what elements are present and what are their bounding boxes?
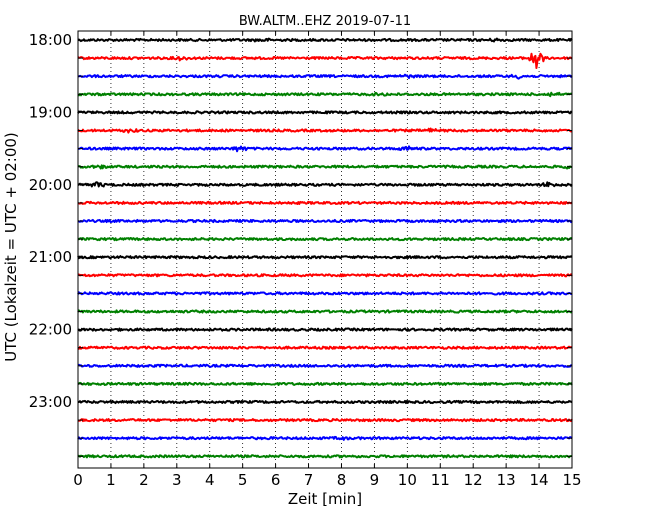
trace-2030 <box>77 218 573 224</box>
trace-2100 <box>77 255 573 260</box>
trace-1845 <box>77 91 573 98</box>
trace-1800 <box>77 37 573 43</box>
y-tick-label: 20:00 <box>29 176 72 194</box>
x-tick-label: 11 <box>431 471 450 489</box>
seismic-traces <box>77 37 573 459</box>
y-tick-label: 18:00 <box>29 31 72 49</box>
trace-1900 <box>77 110 573 115</box>
trace-2200 <box>77 327 573 332</box>
trace-2245 <box>77 381 573 386</box>
trace-2000 <box>77 181 573 188</box>
trace-2215 <box>77 345 573 350</box>
trace-2315 <box>77 418 573 423</box>
trace-1930 <box>77 145 573 153</box>
x-tick-label: 15 <box>562 471 581 489</box>
x-tick-label: 1 <box>106 471 116 489</box>
trace-1915 <box>77 127 573 134</box>
trace-2130 <box>77 291 573 296</box>
trace-2015 <box>77 200 573 205</box>
x-tick-label: 5 <box>238 471 248 489</box>
x-tick-label: 13 <box>497 471 516 489</box>
x-tick-label: 14 <box>530 471 549 489</box>
trace-2345 <box>77 454 573 459</box>
x-tick-label: 2 <box>139 471 149 489</box>
chart-title: BW.ALTM..EHZ 2019-07-11 <box>239 14 411 29</box>
y-tick-labels: 18:00 19:00 20:00 21:00 22:00 23:00 <box>29 31 72 411</box>
trace-2300 <box>77 399 573 405</box>
axis-ticks <box>77 31 573 468</box>
trace-2115 <box>77 273 573 278</box>
x-tick-label: 3 <box>172 471 182 489</box>
trace-2230 <box>77 363 573 368</box>
y-tick-label: 23:00 <box>29 393 72 411</box>
x-tick-label: 9 <box>370 471 380 489</box>
x-axis-label: Zeit [min] <box>288 490 362 508</box>
x-tick-labels: 0 1 2 3 4 5 6 7 8 9 10 11 12 13 14 15 <box>73 471 581 489</box>
plot-frame <box>77 30 573 469</box>
trace-1815 <box>77 52 573 70</box>
trace-2045 <box>77 237 573 242</box>
x-tick-label: 10 <box>398 471 417 489</box>
x-tick-label: 0 <box>73 471 83 489</box>
x-tick-label: 6 <box>271 471 281 489</box>
y-axis-label: UTC (Lokalzeit = UTC + 02:00) <box>2 132 20 362</box>
y-tick-label: 22:00 <box>29 321 72 339</box>
x-tick-label: 7 <box>304 471 314 489</box>
x-tick-label: 8 <box>337 471 347 489</box>
trace-2330 <box>77 435 573 441</box>
trace-1945 <box>77 164 573 170</box>
grid-lines <box>110 31 540 468</box>
trace-1830 <box>77 73 573 80</box>
x-tick-label: 4 <box>205 471 215 489</box>
y-tick-label: 21:00 <box>29 248 72 266</box>
x-tick-label: 12 <box>464 471 483 489</box>
y-tick-label: 19:00 <box>29 103 72 121</box>
trace-2145 <box>77 309 573 314</box>
